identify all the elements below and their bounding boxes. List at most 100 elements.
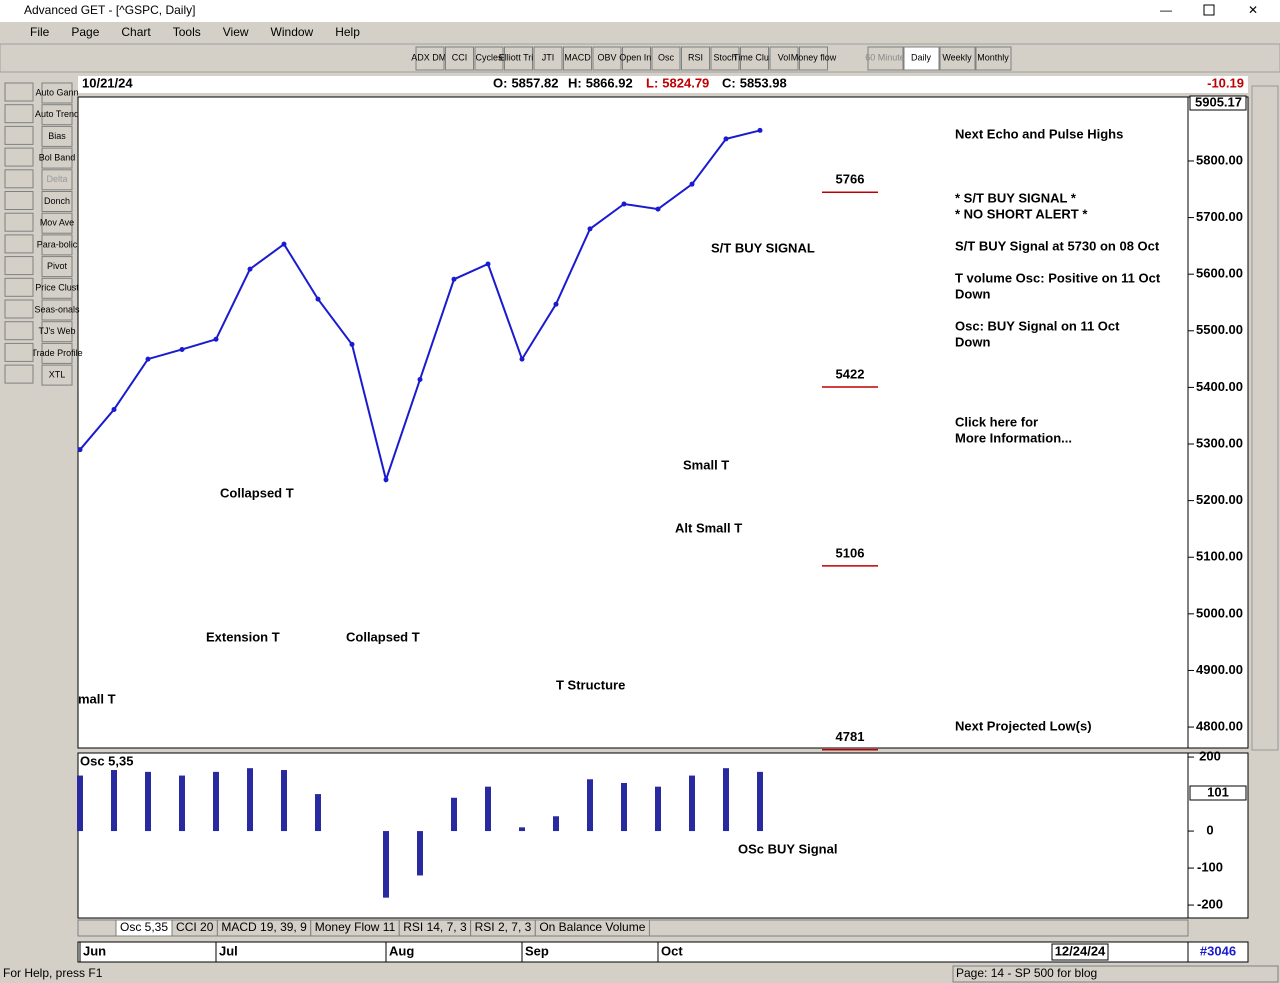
left-tool-label: Seas-onals [34, 304, 80, 314]
left-icon[interactable] [4, 125, 34, 145]
y-tick-label: 5000.00 [1196, 605, 1243, 620]
chart-annotation: mall T [78, 691, 116, 706]
close[interactable]: ✕ [1248, 3, 1258, 17]
period-label: Daily [911, 52, 932, 62]
chart-annotation: S/T BUY SIGNAL [711, 240, 815, 255]
left-tool-button[interactable] [41, 104, 73, 126]
period-button[interactable] [903, 46, 940, 71]
left-tool-button[interactable] [41, 277, 73, 299]
toolbar-button[interactable] [592, 46, 622, 71]
toolbar-button[interactable] [563, 46, 592, 71]
signal-note[interactable]: More Information... [955, 430, 1072, 445]
x-tick-label: Jun [83, 943, 106, 958]
osc-y-tick-label: 200 [1199, 749, 1221, 764]
toolbar-button[interactable] [769, 46, 799, 71]
left-tool-button[interactable] [41, 169, 73, 191]
y-tick-label: 5100.00 [1196, 549, 1243, 564]
left-tool-button[interactable] [41, 82, 73, 104]
osc-y-tick-label: -200 [1197, 896, 1223, 911]
left-tool-button[interactable] [41, 147, 73, 169]
left-icon[interactable] [4, 104, 34, 124]
left-icon[interactable] [4, 321, 34, 341]
low-label: L: [646, 75, 658, 90]
price-point [621, 201, 627, 207]
close-label: C: [722, 75, 736, 90]
tab-label[interactable]: RSI 14, 7, 3 [403, 920, 467, 934]
tab-label[interactable]: Money Flow 11 [315, 920, 396, 934]
signal-note[interactable]: Click here for [955, 414, 1038, 429]
signal-note: Next Projected Low(s) [955, 718, 1092, 733]
signal-note: * S/T BUY SIGNAL * [955, 190, 1077, 205]
menu-item[interactable]: File [30, 25, 50, 39]
osc-bar [145, 771, 151, 832]
left-tool-button[interactable] [41, 342, 73, 364]
tab-label[interactable]: RSI 2, 7, 3 [475, 920, 532, 934]
y-tick-label: 4800.00 [1196, 718, 1243, 733]
menu-item[interactable]: Page [71, 25, 99, 39]
menu-item[interactable]: Window [271, 25, 314, 39]
x-tick-label: Sep [525, 943, 549, 958]
left-icon[interactable] [4, 234, 34, 254]
left-icon[interactable] [4, 256, 34, 276]
left-icon[interactable] [4, 82, 34, 102]
tab-label[interactable]: Osc 5,35 [120, 920, 168, 934]
toolbar-button[interactable] [504, 46, 533, 71]
left-tool-button[interactable] [41, 256, 73, 278]
osc-bar [689, 775, 695, 832]
tab-label[interactable]: MACD 19, 39, 9 [221, 920, 307, 934]
menu-item[interactable]: Help [335, 25, 360, 39]
osc-bar [281, 770, 287, 832]
left-tool-label: XTL [49, 369, 66, 379]
right-toolbar [1251, 85, 1279, 751]
toolbar-button[interactable] [799, 46, 828, 71]
period-label: Weekly [942, 52, 972, 62]
left-tool-button[interactable] [41, 364, 73, 386]
period-button[interactable] [939, 46, 976, 71]
left-icon[interactable] [4, 191, 34, 210]
left-tool-button[interactable] [41, 191, 73, 212]
period-button[interactable] [975, 46, 1012, 71]
title-bar [0, 0, 1280, 22]
y-tick-label: 5600.00 [1196, 266, 1243, 281]
toolbar-button[interactable] [622, 46, 651, 71]
left-icon[interactable] [4, 212, 34, 232]
left-tool-button[interactable] [41, 321, 73, 343]
projection-label: 5106 [836, 545, 865, 560]
price-point [519, 356, 525, 362]
menu-item[interactable]: View [223, 25, 249, 39]
left-icon[interactable] [4, 364, 34, 384]
tab-label[interactable]: CCI 20 [176, 920, 214, 934]
toolbar-button[interactable] [533, 46, 563, 71]
left-icon[interactable] [4, 169, 34, 189]
minimize[interactable]: — [1160, 3, 1172, 17]
toolbar-button[interactable] [474, 46, 504, 71]
toolbar-button[interactable] [681, 46, 710, 71]
left-tool-button[interactable] [41, 212, 73, 234]
price-point [417, 376, 423, 382]
left-tool-button[interactable] [41, 125, 73, 147]
menu-item[interactable]: Tools [173, 25, 201, 39]
maximize[interactable] [1203, 4, 1215, 16]
toolbar-button[interactable] [651, 46, 681, 71]
toolbar-button[interactable] [445, 46, 474, 71]
tab[interactable] [534, 919, 650, 937]
left-tool-button[interactable] [41, 299, 73, 321]
period-button[interactable] [867, 46, 904, 71]
left-icon[interactable] [4, 147, 34, 167]
menu-item[interactable]: Chart [121, 25, 151, 39]
toolbar-label: Osc [658, 52, 675, 62]
toolbar-button[interactable] [740, 46, 769, 71]
osc-bar [553, 816, 559, 832]
toolbar-button[interactable] [415, 46, 445, 71]
left-icon[interactable] [4, 277, 34, 297]
left-tool-button[interactable] [41, 234, 73, 256]
left-tool-label: Bias [48, 131, 66, 141]
left-icon[interactable] [4, 299, 34, 319]
left-icon[interactable] [4, 342, 34, 362]
toolbar-button[interactable] [710, 46, 740, 71]
osc-bar [179, 775, 185, 832]
price-point [723, 136, 729, 142]
tab-label[interactable]: On Balance Volume [539, 920, 645, 934]
osc-bar [247, 768, 253, 832]
